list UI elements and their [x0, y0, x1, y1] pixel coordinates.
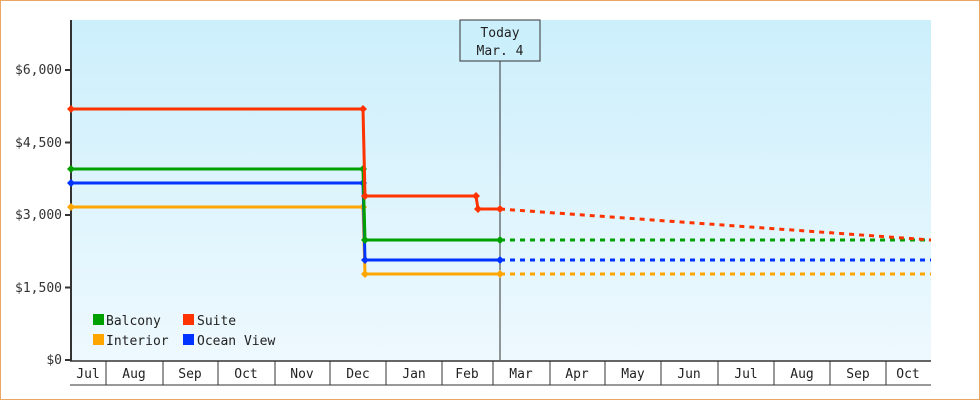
today-marker-box [459, 19, 541, 62]
month-label: Aug [122, 367, 145, 382]
y-tick-label: $3,000 [15, 208, 62, 223]
month-label: Mar [509, 367, 533, 382]
month-label: Dec [346, 367, 369, 382]
month-label: Jun [677, 367, 700, 382]
legend-label-ocean-view: Ocean View [197, 334, 275, 349]
month-label: Sep [178, 367, 202, 382]
legend-label-balcony: Balcony [106, 314, 161, 329]
legend-swatch-interior [93, 334, 104, 345]
month-label: Apr [565, 367, 589, 382]
y-ticks [65, 69, 71, 361]
y-tick-label: $0 [46, 353, 62, 368]
today-date: Mar. 4 [477, 44, 524, 59]
legend: Balcony Suite Interior Ocean View [93, 314, 275, 349]
legend-swatch-balcony [93, 314, 104, 325]
month-label: Feb [455, 367, 479, 382]
legend-label-interior: Interior [106, 334, 169, 349]
x-axis [70, 360, 931, 386]
today-label: Today [480, 26, 519, 41]
month-label: Nov [290, 367, 314, 382]
month-label: Aug [790, 367, 813, 382]
legend-label-suite: Suite [197, 314, 236, 329]
plot-area [71, 20, 931, 360]
y-tick-label: $4,500 [15, 136, 62, 151]
series-suite [67, 105, 932, 242]
y-tick-label: $6,000 [15, 63, 62, 78]
legend-swatch-suite [183, 314, 194, 325]
y-tick-label: $1,500 [15, 281, 62, 296]
month-label: May [621, 367, 645, 382]
series-balcony [67, 165, 931, 244]
month-label: Jan [402, 367, 425, 382]
month-label: Sep [846, 367, 870, 382]
month-label: Oct [896, 367, 919, 382]
month-label: Oct [234, 367, 257, 382]
month-label: Jul [76, 367, 99, 382]
month-label: Jul [734, 367, 757, 382]
legend-swatch-ocean-view [183, 334, 194, 345]
